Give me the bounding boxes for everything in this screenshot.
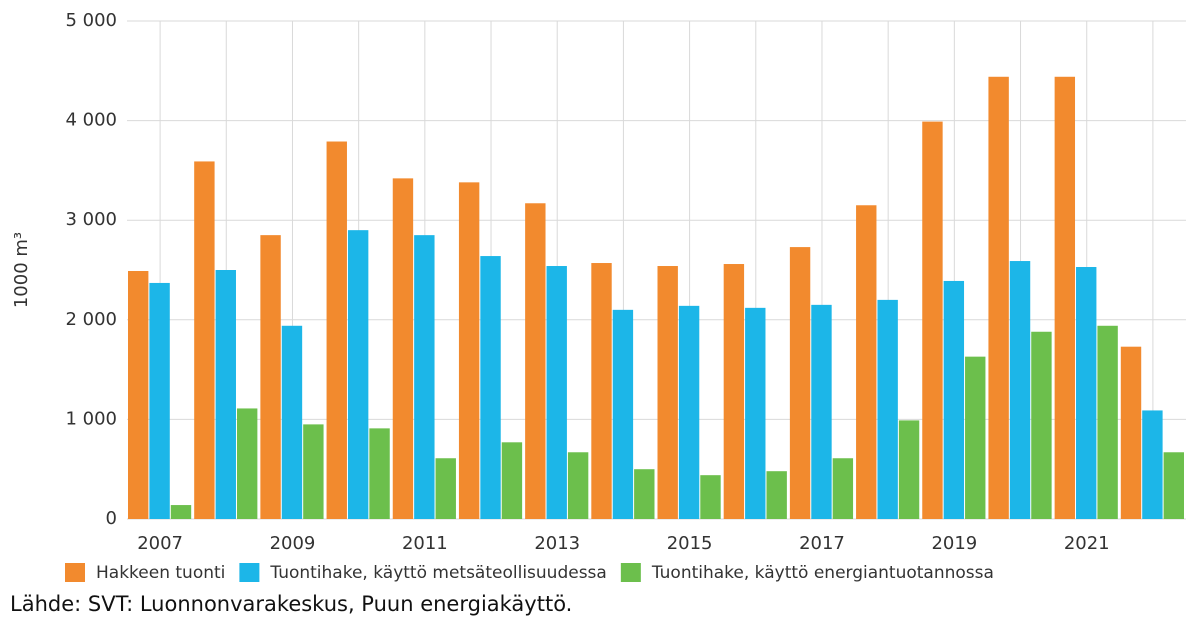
bar — [856, 205, 877, 519]
bar — [369, 428, 390, 519]
legend-label: Tuontihake, käyttö energiantuotannossa — [651, 563, 994, 583]
legend-swatch — [239, 563, 260, 582]
bar — [877, 299, 898, 519]
y-axis-label: 1000 m³ — [11, 232, 32, 308]
bar — [347, 230, 369, 519]
bar — [1076, 267, 1097, 519]
bar — [128, 270, 149, 519]
bar — [766, 471, 787, 519]
bar — [281, 325, 303, 519]
bar — [811, 304, 832, 519]
bar — [1097, 325, 1118, 519]
bar — [988, 76, 1009, 519]
bar — [194, 161, 215, 519]
bar — [1031, 331, 1052, 519]
bar — [525, 203, 546, 519]
bar — [789, 247, 811, 520]
x-tick-label: 2019 — [931, 533, 977, 554]
bar — [303, 424, 324, 519]
bar — [546, 266, 567, 519]
bar — [922, 121, 943, 519]
x-tick-label: 2007 — [137, 533, 183, 554]
x-tick-label: 2015 — [667, 533, 713, 554]
bar — [634, 469, 655, 519]
bar — [965, 356, 986, 519]
legend-label: Hakkeen tuonti — [96, 563, 225, 583]
bar — [678, 305, 700, 519]
legend-swatch — [620, 563, 641, 582]
y-tick-label: 0 — [106, 508, 117, 529]
bar — [832, 458, 854, 519]
bar — [1009, 261, 1031, 519]
bar — [458, 182, 480, 520]
bar — [392, 178, 414, 520]
source: Lähde: SVT: Luonnonvarakeskus, Puun ener… — [10, 592, 572, 616]
y-tick-label: 5 000 — [65, 10, 117, 31]
y-tick-label: 4 000 — [65, 110, 117, 131]
bar — [745, 307, 766, 519]
x-tick-label: 2009 — [270, 533, 316, 554]
legend-label: Tuontihake, käyttö metsäteollisuudessa — [269, 563, 606, 583]
bar — [1142, 410, 1163, 519]
bar — [1163, 452, 1184, 519]
x-tick-label: 2011 — [402, 533, 448, 554]
x-tick-label: 2017 — [799, 533, 845, 554]
bar — [700, 475, 721, 519]
bar — [1054, 76, 1076, 519]
bar — [1120, 346, 1142, 519]
bar — [612, 309, 634, 519]
bar — [943, 280, 965, 519]
legend-swatch — [65, 563, 85, 582]
bar — [435, 458, 456, 519]
bar — [236, 408, 258, 519]
x-tick-label: 2013 — [534, 533, 580, 554]
bar — [215, 270, 236, 519]
bar — [657, 266, 678, 519]
x-tick-label: 2021 — [1064, 533, 1110, 554]
bar — [480, 256, 501, 519]
bar — [501, 442, 523, 519]
y-tick-label: 1 000 — [65, 408, 117, 429]
bar — [326, 141, 347, 520]
bar — [898, 420, 920, 519]
y-tick-label: 3 000 — [65, 209, 117, 230]
bar — [149, 282, 170, 519]
bar — [591, 263, 612, 519]
bar — [414, 235, 435, 519]
bar — [567, 452, 589, 519]
y-tick-label: 2 000 — [65, 309, 117, 330]
bar — [723, 264, 745, 519]
bar — [170, 505, 192, 519]
bar — [260, 235, 281, 519]
